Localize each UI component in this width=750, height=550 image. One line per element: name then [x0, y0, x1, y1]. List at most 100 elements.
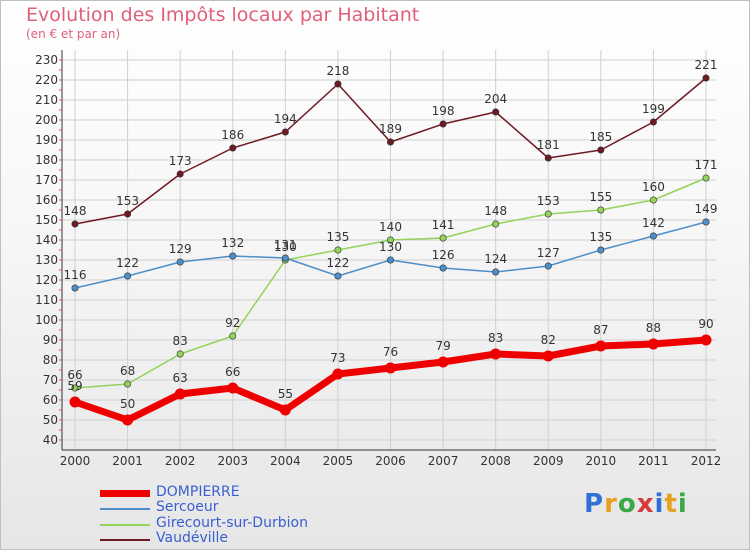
- data-label: 82: [541, 333, 556, 347]
- x-tick-label: 2000: [60, 454, 91, 468]
- data-label: 73: [330, 351, 345, 365]
- y-tick-label: 140: [35, 233, 58, 247]
- y-tick-label: 90: [43, 333, 58, 347]
- data-point: [69, 396, 81, 408]
- y-tick-label: 210: [35, 93, 58, 107]
- y-tick-label: 230: [35, 53, 58, 67]
- data-label: 148: [64, 204, 87, 218]
- data-label: 185: [589, 130, 612, 144]
- data-point: [229, 332, 237, 340]
- data-label: 83: [488, 331, 503, 345]
- logo-letter: i: [654, 489, 665, 519]
- data-point: [649, 196, 657, 204]
- y-tick-label: 60: [43, 393, 58, 407]
- data-label: 129: [169, 242, 192, 256]
- data-label: 148: [484, 204, 507, 218]
- legend-label-sercoeur: Sercoeur: [156, 499, 219, 515]
- data-label: 122: [326, 256, 349, 270]
- data-label: 204: [484, 92, 507, 106]
- data-point: [124, 380, 132, 388]
- data-label: 142: [642, 216, 665, 230]
- data-point: [124, 272, 132, 280]
- data-label: 186: [221, 128, 244, 142]
- y-tick-label: 110: [35, 293, 58, 307]
- data-point: [334, 272, 342, 280]
- data-point: [385, 362, 396, 374]
- data-point: [176, 258, 184, 266]
- data-label: 153: [537, 194, 560, 208]
- data-label: 181: [537, 138, 560, 152]
- data-point: [71, 284, 79, 292]
- logo-letter: x: [636, 489, 655, 519]
- data-point: [439, 234, 447, 242]
- x-tick-label: 2006: [375, 454, 406, 468]
- data-point: [176, 170, 184, 178]
- y-tick-label: 150: [35, 213, 58, 227]
- data-point: [702, 74, 710, 82]
- data-point: [227, 382, 239, 394]
- data-point: [386, 256, 394, 264]
- data-label: 141: [432, 218, 455, 232]
- data-label: 189: [379, 122, 402, 136]
- data-label: 88: [646, 321, 661, 335]
- data-point: [122, 414, 134, 426]
- chart-subtitle: (en € et par an): [26, 27, 121, 41]
- x-tick-label: 2009: [533, 454, 564, 468]
- data-point: [437, 356, 449, 368]
- y-tick-label: 170: [35, 173, 58, 187]
- y-tick-label: 120: [35, 273, 58, 287]
- data-label: 132: [221, 236, 244, 250]
- data-point: [700, 334, 712, 346]
- data-label: 198: [432, 104, 455, 118]
- data-label: 83: [173, 334, 188, 348]
- chart-grid: [62, 50, 716, 450]
- data-label: 149: [695, 202, 718, 216]
- data-point: [279, 404, 291, 416]
- data-label: 155: [589, 190, 612, 204]
- data-point: [492, 108, 500, 116]
- y-tick-label: 220: [35, 73, 58, 87]
- data-label: 131: [274, 238, 297, 252]
- y-tick-label: 160: [35, 193, 58, 207]
- data-point: [702, 218, 710, 226]
- data-label: 171: [695, 158, 718, 172]
- data-point: [281, 128, 289, 136]
- y-tick-label: 40: [43, 433, 58, 447]
- data-label: 130: [379, 240, 402, 254]
- data-point: [597, 206, 605, 214]
- data-label: 66: [67, 368, 82, 382]
- data-label: 116: [64, 268, 87, 282]
- data-label: 59: [67, 379, 82, 393]
- data-label: 122: [116, 256, 139, 270]
- legend-label-vaudeville: Vaudéville: [156, 530, 229, 546]
- logo-letter: t: [664, 489, 678, 519]
- y-tick-label: 80: [43, 353, 58, 367]
- x-tick-label: 2002: [165, 454, 196, 468]
- series-lines: [69, 74, 712, 426]
- data-point: [542, 350, 554, 362]
- data-point: [174, 388, 186, 400]
- data-label: 221: [695, 58, 718, 72]
- logo-letter: o: [617, 489, 637, 519]
- data-point: [124, 210, 132, 218]
- data-point: [492, 268, 500, 276]
- y-tick-label: 50: [43, 413, 58, 427]
- data-point: [544, 210, 552, 218]
- y-tick-label: 190: [35, 133, 58, 147]
- y-tick-label: 130: [35, 253, 58, 267]
- logo-letter: P: [584, 489, 605, 519]
- logo-letter: i: [677, 489, 688, 519]
- data-label: 135: [326, 230, 349, 244]
- x-tick-label: 2012: [691, 454, 722, 468]
- x-tick-label: 2001: [112, 454, 143, 468]
- data-point: [492, 220, 500, 228]
- data-label: 130: [274, 240, 297, 254]
- chart-axes: 40 50 60 70 80 90 100 110 120 130 140 150 160 170 180 1…: [35, 50, 721, 468]
- x-tick-label: 2003: [217, 454, 248, 468]
- data-label: 126: [432, 248, 455, 262]
- data-label: 127: [537, 246, 560, 260]
- chart-title: Evolution des Impôts locaux par Habitant: [26, 4, 420, 26]
- y-tick-label: 180: [35, 153, 58, 167]
- data-label: 55: [278, 387, 293, 401]
